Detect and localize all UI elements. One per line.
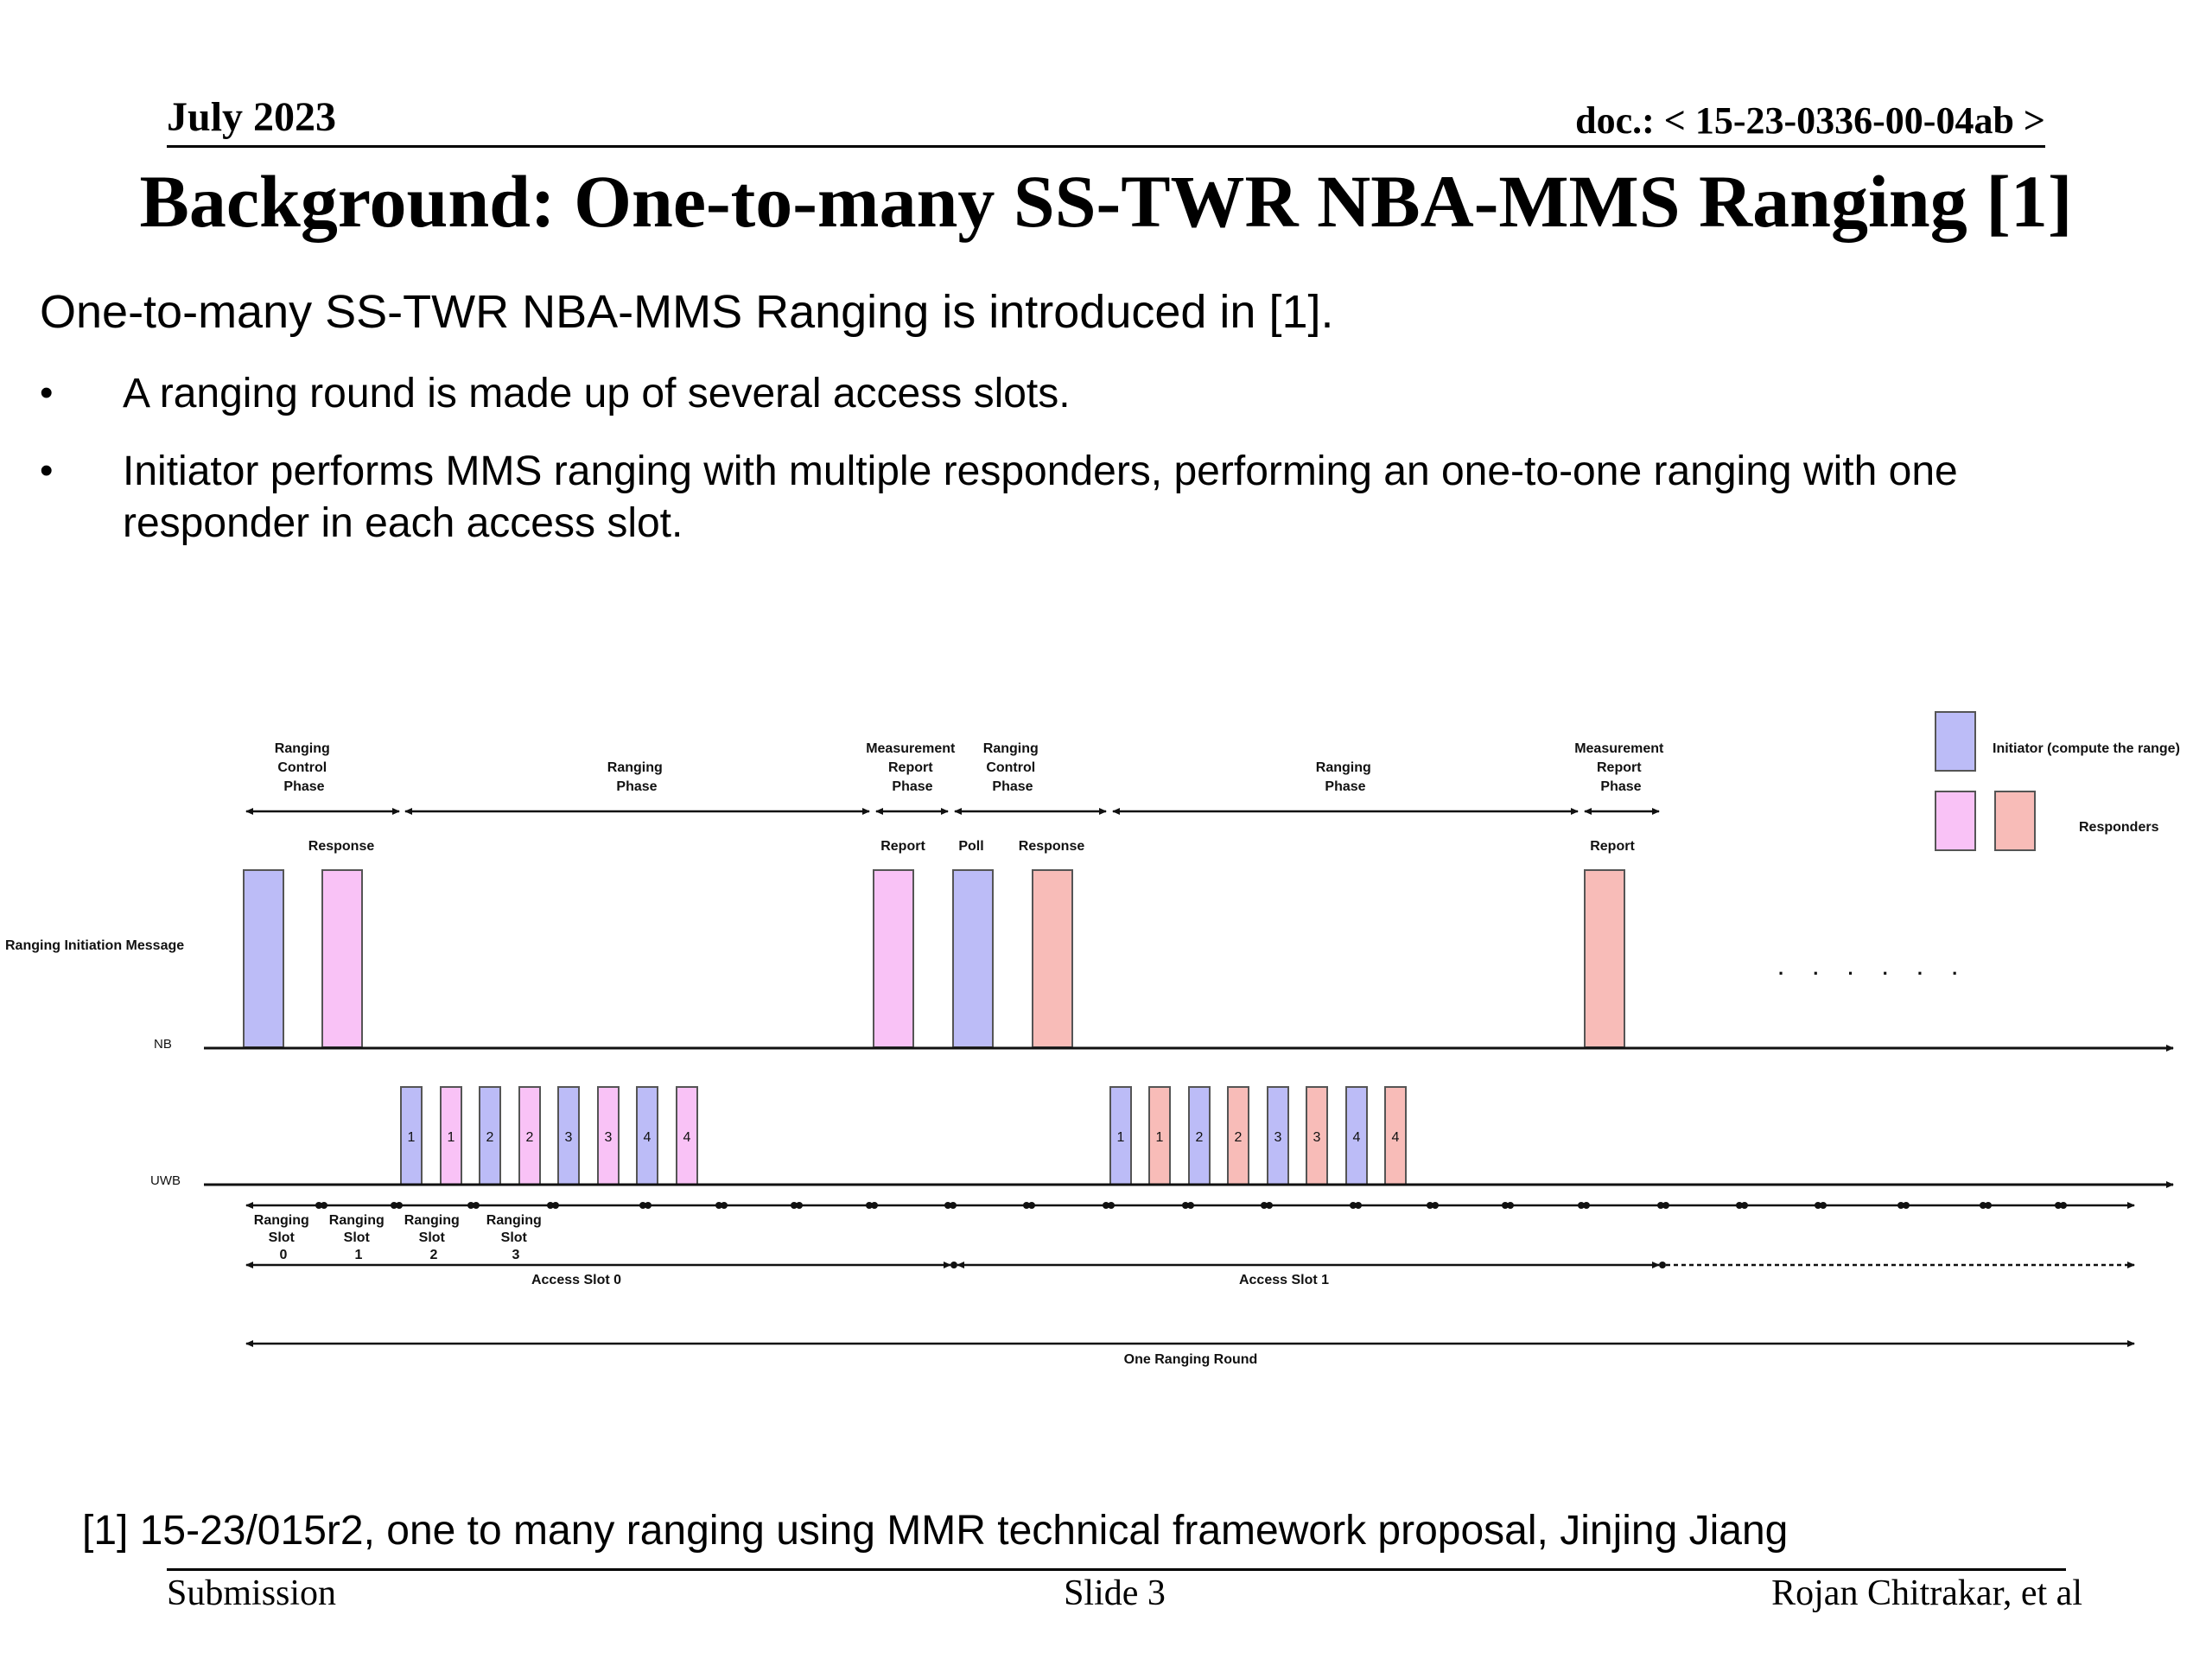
- access-slot-label: Access Slot 0: [531, 1273, 621, 1287]
- footer-slide-number: Slide 3: [1064, 1573, 1166, 1613]
- nb-packet-responder: [321, 869, 363, 1048]
- slot-number: 3: [1313, 1130, 1321, 1145]
- slot-number: 4: [644, 1130, 652, 1145]
- message-label-report: Report: [880, 839, 925, 854]
- slot-number: 3: [1274, 1130, 1282, 1145]
- bullet-dot: •: [40, 372, 54, 414]
- footer-author: Rojan Chitrakar, et al: [1771, 1573, 2082, 1613]
- ranging-initiation-label: Ranging Initiation Message: [5, 938, 184, 953]
- uwb-packet-initiator: [557, 1086, 580, 1185]
- legend-label-responders: Responders: [2079, 820, 2159, 835]
- ranging-slot-label: Ranging Slot 2: [404, 1213, 463, 1262]
- slot-number: 4: [683, 1130, 691, 1145]
- message-label-response: Response: [1019, 839, 1085, 854]
- slot-number: 3: [565, 1130, 573, 1145]
- slot-number: 3: [605, 1130, 613, 1145]
- uwb-packet-responder: [1148, 1086, 1171, 1185]
- message-label-report: Report: [1590, 839, 1635, 854]
- nb-packet-initiator: [243, 869, 284, 1048]
- uwb-packet-initiator: [479, 1086, 501, 1185]
- bullet-dot: •: [40, 449, 54, 492]
- phase-label-ranging: Ranging Phase: [1316, 760, 1375, 794]
- bullet-item: A ranging round is made up of several ac…: [123, 371, 1071, 416]
- uwb-packet-responder: [676, 1086, 698, 1185]
- uwb-packet-responder: [1384, 1086, 1407, 1185]
- uwb-packet-initiator: [1188, 1086, 1211, 1185]
- header-doc-id: doc.: < 15-23-0336-00-04ab >: [1575, 99, 2045, 142]
- slot-number: 2: [526, 1130, 534, 1145]
- slot-number: 4: [1392, 1130, 1400, 1145]
- phase-label-ranging-control: Ranging Control Phase: [275, 741, 334, 794]
- access-slot-boundary: [950, 1262, 957, 1268]
- nb-packet-responder: [1584, 869, 1625, 1048]
- intro-text: One-to-many SS-TWR NBA-MMS Ranging is in…: [40, 286, 1334, 338]
- uwb-packet-responder: [597, 1086, 620, 1185]
- uwb-packet-initiator: [1345, 1086, 1368, 1185]
- message-label-response: Response: [308, 839, 375, 854]
- slot-number: 2: [486, 1130, 494, 1145]
- nb-packet-initiator: [952, 869, 994, 1048]
- phase-label-measurement-report: Measurement Report Phase: [866, 741, 959, 794]
- ranging-round-label: One Ranging Round: [1124, 1352, 1258, 1367]
- bullet-item: Initiator performs MMS ranging with mult…: [123, 448, 1958, 546]
- legend-swatch-responder: [1994, 791, 2036, 851]
- slide-title: Background: One-to-many SS-TWR NBA-MMS R…: [139, 160, 2073, 243]
- footer-submission: Submission: [167, 1573, 337, 1613]
- uwb-packet-responder: [1306, 1086, 1328, 1185]
- nb-packet-responder: [873, 869, 914, 1048]
- legend-swatch-responder: [1935, 791, 1976, 851]
- legend-label-initiator: Initiator (compute the range): [1993, 741, 2180, 756]
- access-slot-label: Access Slot 1: [1239, 1273, 1329, 1287]
- uwb-axis-label: UWB: [150, 1173, 181, 1188]
- footnote-reference: [1] 15-23/015r2, one to many ranging usi…: [82, 1508, 1789, 1554]
- continuation-ellipsis: . . . . . .: [1778, 957, 1969, 979]
- slot-number: 1: [448, 1130, 455, 1145]
- slot-number: 1: [408, 1130, 416, 1145]
- slot-number: 1: [1156, 1130, 1164, 1145]
- nb-axis-label: NB: [154, 1037, 172, 1052]
- legend-swatch-initiator: [1935, 711, 1976, 772]
- footer-divider: [167, 1568, 2066, 1571]
- ranging-timing-diagram: Ranging Control Phase Ranging Phase Meas…: [5, 711, 2180, 1367]
- slot-number: 4: [1353, 1130, 1361, 1145]
- phase-label-measurement-report: Measurement Report Phase: [1574, 741, 1668, 794]
- phase-label-ranging-control: Ranging Control Phase: [983, 741, 1042, 794]
- header-date: July 2023: [167, 94, 337, 140]
- message-label-poll: Poll: [958, 839, 983, 854]
- slot-boundary-ticks: [315, 1202, 2067, 1209]
- ranging-slot-label: Ranging Slot 1: [329, 1213, 388, 1262]
- nb-packet-responder: [1032, 869, 1073, 1048]
- phase-label-ranging: Ranging Phase: [607, 760, 666, 794]
- ranging-slot-label: Ranging Slot 0: [254, 1213, 313, 1262]
- uwb-packet-responder: [440, 1086, 462, 1185]
- uwb-packet-responder: [1227, 1086, 1249, 1185]
- ranging-slot-label: Ranging Slot 3: [486, 1213, 545, 1262]
- slot-number: 2: [1196, 1130, 1204, 1145]
- access-slot-boundary: [1659, 1262, 1666, 1268]
- header-divider: [167, 145, 2045, 148]
- slot-number: 1: [1117, 1130, 1125, 1145]
- slot-number: 2: [1235, 1130, 1243, 1145]
